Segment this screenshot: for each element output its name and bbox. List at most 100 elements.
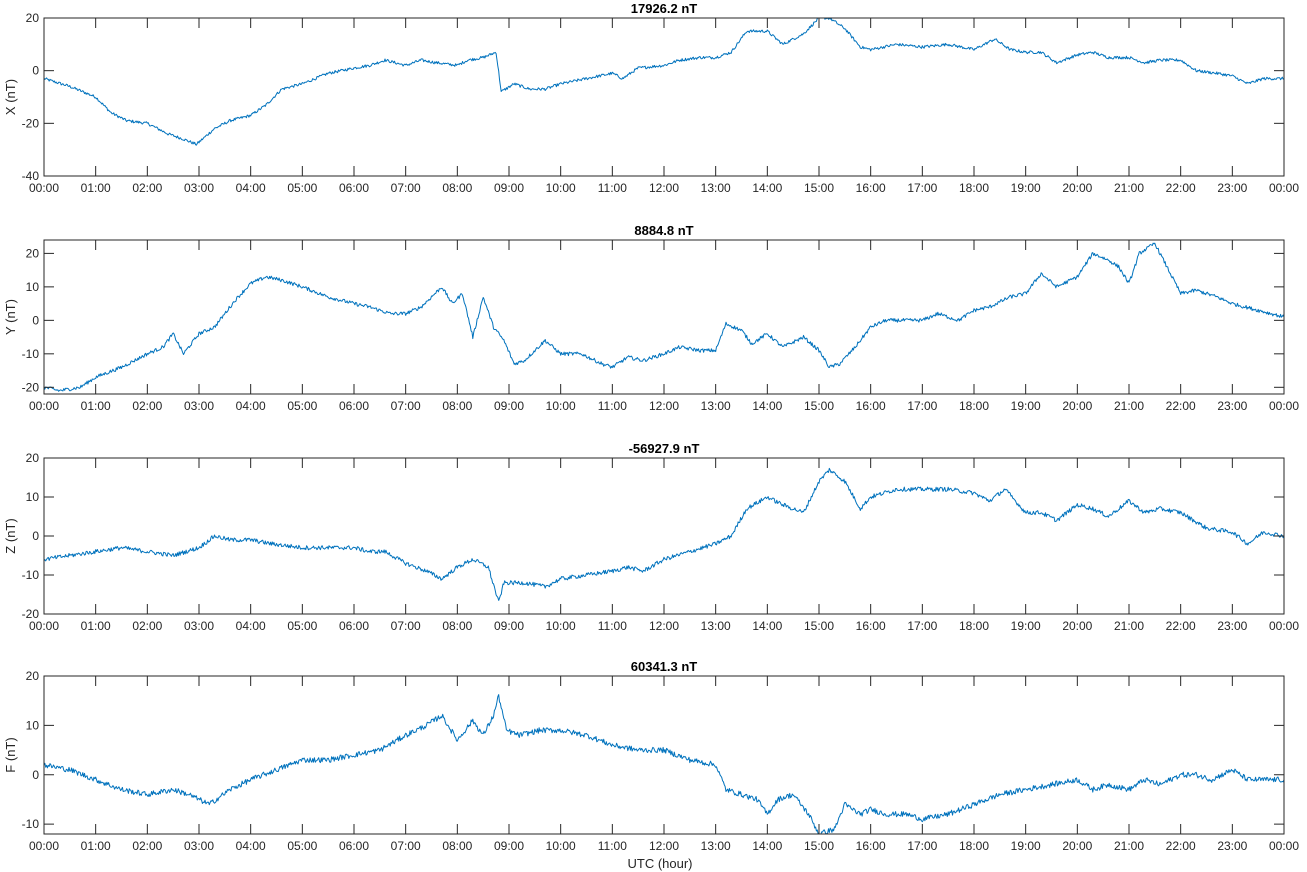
x-tick-label: 17:00 <box>907 181 937 195</box>
x-tick-label: 23:00 <box>1217 839 1247 853</box>
x-tick-label: 23:00 <box>1217 399 1247 413</box>
x-tick-label: 15:00 <box>804 839 834 853</box>
x-tick-label: 17:00 <box>907 399 937 413</box>
x-tick-label: 16:00 <box>856 619 886 633</box>
x-tick-label: 05:00 <box>287 619 317 633</box>
x-tick-label: 10:00 <box>546 181 576 195</box>
y-tick-label: -20 <box>22 116 40 130</box>
y-axis-label: Y (nT) <box>3 299 18 335</box>
x-tick-label: 22:00 <box>1166 619 1196 633</box>
x-tick-label: 07:00 <box>391 619 421 633</box>
y-tick-label: 0 <box>32 529 39 543</box>
x-tick-label: 00:00 <box>1269 839 1299 853</box>
y-tick-label: -20 <box>22 607 40 621</box>
x-tick-label: 06:00 <box>339 619 369 633</box>
x-tick-label: 19:00 <box>1011 839 1041 853</box>
x-axis-label: UTC (hour) <box>627 856 692 871</box>
x-tick-label: 03:00 <box>184 839 214 853</box>
x-tick-label: 04:00 <box>236 839 266 853</box>
x-tick-label: 21:00 <box>1114 181 1144 195</box>
y-tick-label: -10 <box>22 568 40 582</box>
x-tick-label: 15:00 <box>804 399 834 413</box>
panel-y-component: 8884.8 nT Y (nT) 00:00 01:00 02:00 03:00 04:… <box>3 223 1299 413</box>
x-tick-label: 10:00 <box>546 619 576 633</box>
panel-f-component: 60341.3 nT F (nT) 00:00 01:00 02:00 03:00 04… <box>3 659 1299 853</box>
y-tick-label: 20 <box>26 669 40 683</box>
x-tick-label: 18:00 <box>959 181 989 195</box>
x-tick-label: 18:00 <box>959 619 989 633</box>
x-tick-label: 10:00 <box>546 399 576 413</box>
x-tick-label: 13:00 <box>701 839 731 853</box>
y-axis-label: F (nT) <box>3 737 18 772</box>
x-tick-label: 01:00 <box>81 619 111 633</box>
x-tick-label: 05:00 <box>287 399 317 413</box>
x-tick-label: 07:00 <box>391 839 421 853</box>
x-tick-label: 00:00 <box>1269 181 1299 195</box>
x-tick-label: 00:00 <box>1269 399 1299 413</box>
x-tick-label: 04:00 <box>236 619 266 633</box>
y-tick-label: 20 <box>26 11 40 25</box>
y-tick-label: 20 <box>26 451 40 465</box>
x-tick-label: 03:00 <box>184 181 214 195</box>
x-tick-label: 16:00 <box>856 181 886 195</box>
x-tick-label: 12:00 <box>649 839 679 853</box>
x-tick-label: 11:00 <box>598 839 627 853</box>
x-tick-label: 09:00 <box>494 399 524 413</box>
x-tick-label: 06:00 <box>339 399 369 413</box>
panel-title: 17926.2 nT <box>631 1 698 16</box>
panel-x-component: 17926.2 nT X (nT) 00:00 01:00 02:00 03:00 04… <box>3 1 1299 195</box>
y-tick-label: -40 <box>22 169 40 183</box>
x-tick-label: 01:00 <box>81 181 111 195</box>
x-tick-label: 00:00 <box>29 181 59 195</box>
x-tick-label: 15:00 <box>804 619 834 633</box>
panel-title: 8884.8 nT <box>634 223 693 238</box>
x-tick-label: 06:00 <box>339 181 369 195</box>
x-tick-label: 00:00 <box>29 399 59 413</box>
y-tick-label: 0 <box>32 313 39 327</box>
x-tick-label: 19:00 <box>1011 399 1041 413</box>
x-tick-label: 20:00 <box>1062 399 1092 413</box>
x-tick-label: 08:00 <box>442 181 472 195</box>
x-tick-label: 15:00 <box>804 181 834 195</box>
axes-frame <box>43 17 1285 177</box>
axes-frame <box>43 675 1285 835</box>
y-tick-label: 0 <box>32 768 39 782</box>
x-tick-label: 02:00 <box>132 839 162 853</box>
x-tick-label: 11:00 <box>598 181 627 195</box>
x-tick-label: 05:00 <box>287 181 317 195</box>
x-tick-label: 00:00 <box>29 619 59 633</box>
y-tick-label: 0 <box>32 64 39 78</box>
series-line-0 <box>44 242 1284 392</box>
x-tick-label: 04:00 <box>236 181 266 195</box>
series-line-0 <box>44 694 1284 834</box>
x-tick-label: 23:00 <box>1217 181 1247 195</box>
x-tick-label: 12:00 <box>649 181 679 195</box>
x-tick-label: 16:00 <box>856 839 886 853</box>
x-tick-label: 03:00 <box>184 399 214 413</box>
x-tick-label: 20:00 <box>1062 839 1092 853</box>
x-tick-label: 09:00 <box>494 839 524 853</box>
y-axis-label: X (nT) <box>3 79 18 115</box>
x-tick-label: 06:00 <box>339 839 369 853</box>
x-tick-label: 03:00 <box>184 619 214 633</box>
x-tick-label: 21:00 <box>1114 399 1144 413</box>
x-tick-label: 01:00 <box>81 399 111 413</box>
x-tick-label: 20:00 <box>1062 619 1092 633</box>
x-tick-label: 14:00 <box>752 619 782 633</box>
y-tick-label: -20 <box>22 380 40 394</box>
x-tick-label: 07:00 <box>391 181 421 195</box>
x-tick-label: 02:00 <box>132 399 162 413</box>
x-tick-label: 08:00 <box>442 619 472 633</box>
x-tick-label: 17:00 <box>907 839 937 853</box>
x-tick-label: 08:00 <box>442 399 472 413</box>
series-line-0 <box>44 18 1284 146</box>
x-tick-label: 09:00 <box>494 181 524 195</box>
axes-frame <box>43 457 1285 615</box>
x-tick-label: 19:00 <box>1011 181 1041 195</box>
y-tick-label: 10 <box>26 280 40 294</box>
x-tick-label: 22:00 <box>1166 399 1196 413</box>
y-tick-label: 20 <box>26 246 40 260</box>
x-tick-label: 14:00 <box>752 839 782 853</box>
y-tick-label: -10 <box>22 347 40 361</box>
